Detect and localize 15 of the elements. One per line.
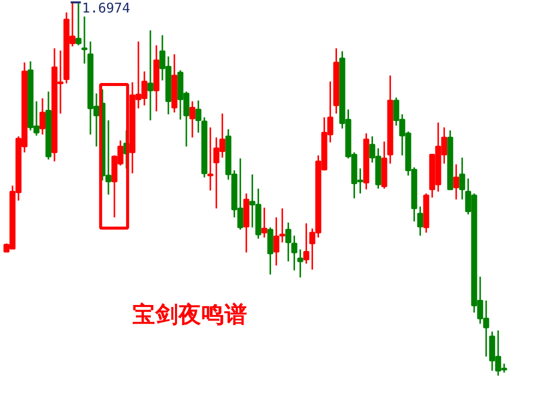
candlestick	[81, 16, 88, 64]
candlestick	[417, 206, 424, 236]
candlestick	[189, 100, 196, 138]
candlestick	[147, 30, 154, 122]
candlestick	[459, 156, 466, 200]
candlestick	[303, 222, 310, 264]
candlestick	[75, 2, 82, 46]
candlestick	[267, 226, 274, 276]
candlestick	[39, 98, 46, 136]
annotation: 1.6974	[82, 1, 130, 16]
candlestick	[297, 248, 304, 278]
candlestick	[261, 206, 268, 238]
candlestick	[453, 164, 460, 200]
annotation: 宝剑夜鸣谱	[132, 301, 248, 328]
candlestick	[207, 126, 214, 192]
